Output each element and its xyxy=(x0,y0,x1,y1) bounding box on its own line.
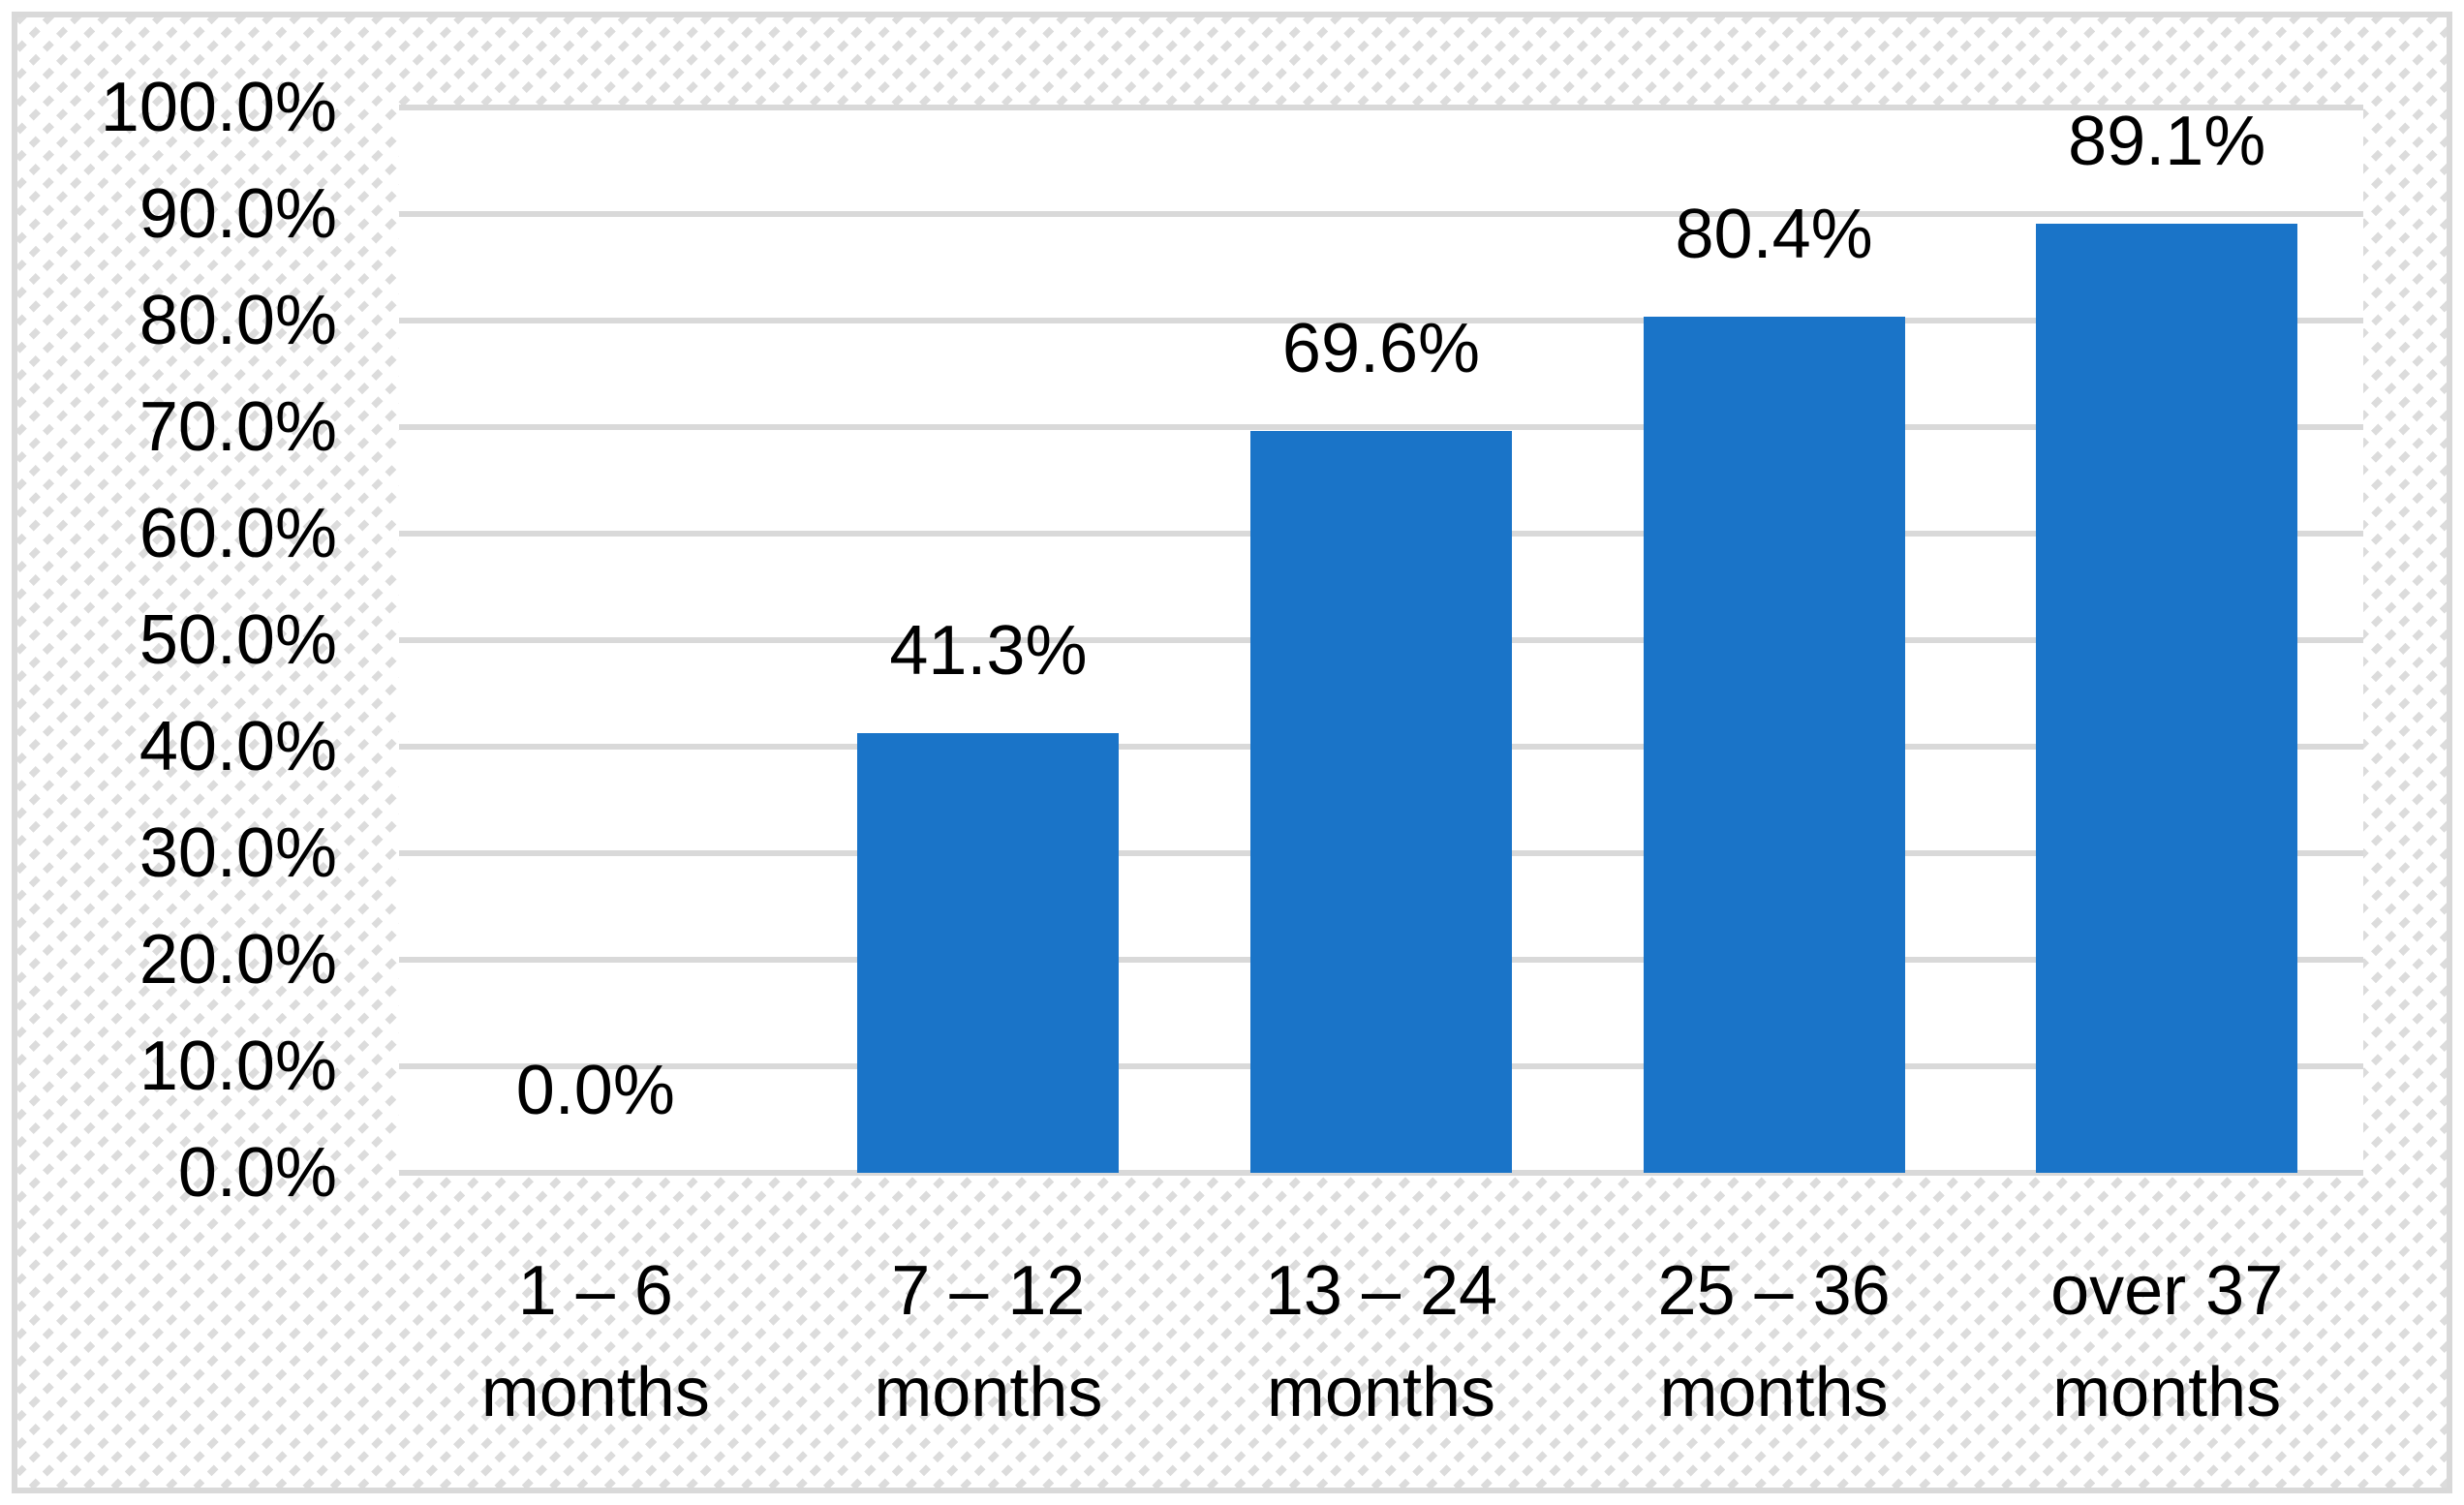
y-axis-tick-label: 60.0% xyxy=(139,495,337,572)
plot-area: 0.0% 41.3% 69.6% 80.4% 89.1% xyxy=(399,103,2363,1176)
gridline xyxy=(399,424,2363,430)
y-axis-tick-label: 100.0% xyxy=(100,69,337,146)
x-axis: 1 – 6 months 7 – 12 months 13 – 24 months 2… xyxy=(399,1241,2363,1444)
y-axis-tick-label: 10.0% xyxy=(139,1028,337,1105)
x-axis-category-label: 1 – 6 months xyxy=(480,1252,710,1431)
x-axis-category-label: 13 – 24 months xyxy=(1264,1252,1498,1431)
y-axis-tick-label: 20.0% xyxy=(139,921,337,998)
y-axis-tick-label: 80.0% xyxy=(139,282,337,359)
gridline xyxy=(399,318,2363,323)
bar-value-label: 80.4% xyxy=(1675,195,1873,273)
y-axis-tick-label: 30.0% xyxy=(139,814,337,892)
bar-value-label: 0.0% xyxy=(515,1052,675,1129)
bar-value-label: 41.3% xyxy=(889,611,1088,690)
y-axis-tick-label: 40.0% xyxy=(139,708,337,785)
bar-value-label: 69.6% xyxy=(1281,310,1481,388)
y-axis-tick-label: 50.0% xyxy=(139,601,337,679)
x-axis-category-label: 25 – 36 months xyxy=(1657,1252,1891,1431)
bar-value-label: 89.1% xyxy=(2068,102,2266,180)
y-axis-tick-label: 0.0% xyxy=(177,1134,337,1212)
x-axis-category-label: over 37 months xyxy=(2050,1252,2284,1431)
bar xyxy=(1250,431,1512,1173)
gridline xyxy=(399,105,2363,110)
gridline xyxy=(399,211,2363,217)
y-axis-tick-label: 70.0% xyxy=(139,388,337,466)
bar xyxy=(1643,316,1905,1173)
y-axis-tick-label: 90.0% xyxy=(139,175,337,253)
x-axis-category-label: 7 – 12 months xyxy=(874,1252,1103,1431)
chart-border: 0.0% 41.3% 69.6% 80.4% 89.1% 0.0% 10.0% 20.0% 3… xyxy=(12,12,2452,1493)
bar xyxy=(857,732,1120,1173)
chart-background: 0.0% 41.3% 69.6% 80.4% 89.1% 0.0% 10.0% 20.0% 3… xyxy=(17,17,2447,1488)
bar xyxy=(2036,223,2298,1173)
gridline xyxy=(399,1170,2363,1176)
